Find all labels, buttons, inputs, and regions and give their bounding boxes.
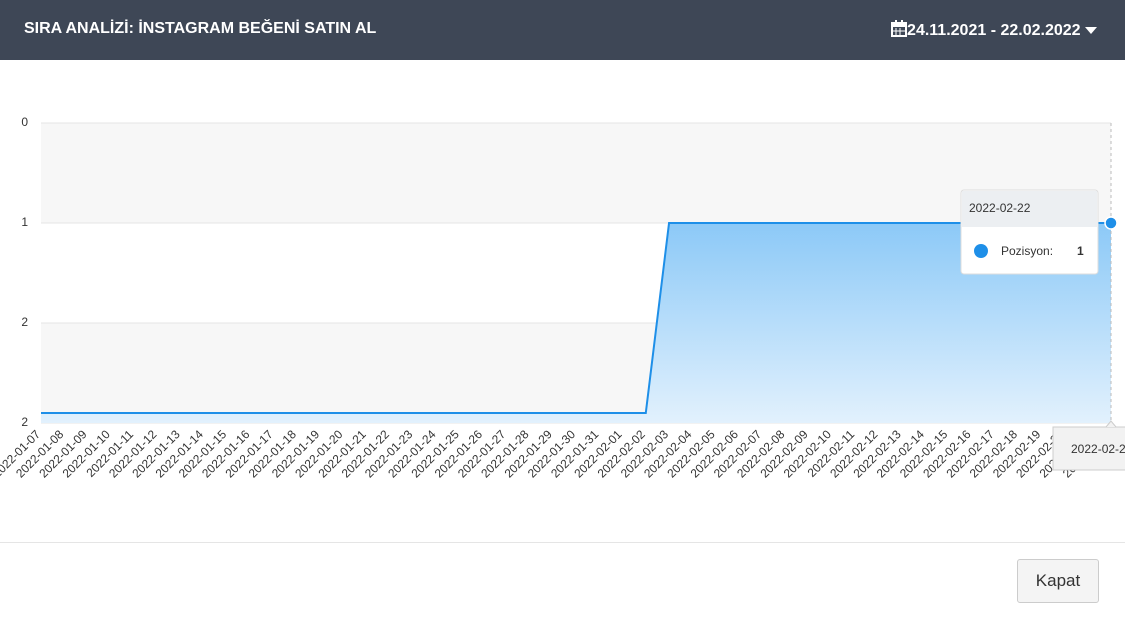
calendar-icon xyxy=(891,20,908,37)
crosshair-label-text: 2022-02-22 xyxy=(1071,442,1125,456)
tooltip-header-bg xyxy=(962,191,1097,227)
crosshair-label-arrow xyxy=(1105,420,1117,428)
tooltip-value: 1 xyxy=(1077,244,1084,258)
y-tick-label: 2 xyxy=(21,315,28,329)
crosshair-label: 2022-02-22 xyxy=(1052,420,1125,471)
close-button[interactable]: Kapat xyxy=(1017,559,1099,603)
tooltip-dot xyxy=(974,244,988,258)
modal-header: SIRA ANALİZİ: İNSTAGRAM BEĞENİ SATIN AL … xyxy=(0,0,1125,60)
y-tick-label: 1 xyxy=(21,215,28,229)
area xyxy=(41,223,1111,423)
tooltip-label: Pozisyon: xyxy=(1001,244,1053,258)
caret xyxy=(1085,27,1097,34)
modal-footer: Kapat xyxy=(0,542,1125,618)
tooltip-date: 2022-02-22 xyxy=(969,201,1031,215)
y-tick-label: 0 xyxy=(21,115,28,129)
line xyxy=(41,222,1111,414)
plot-band xyxy=(41,123,1111,223)
tooltip: 2022-02-22 Pozisyon: 1 xyxy=(960,189,1099,275)
crosshair-label-box xyxy=(1052,426,1125,471)
chart: 01222022-01-072022-01-082022-01-092022-0… xyxy=(0,115,1125,481)
date-range-text: 24.11.2021 - 22.02.2022 xyxy=(907,22,1081,39)
date-range-picker[interactable]: 24.11.2021 - 22.02.2022 xyxy=(891,20,1097,40)
hover-marker xyxy=(1104,216,1118,230)
y-tick-label: 2 xyxy=(21,415,28,429)
modal-title: SIRA ANALİZİ: İNSTAGRAM BEĞENİ SATIN AL xyxy=(24,20,377,37)
